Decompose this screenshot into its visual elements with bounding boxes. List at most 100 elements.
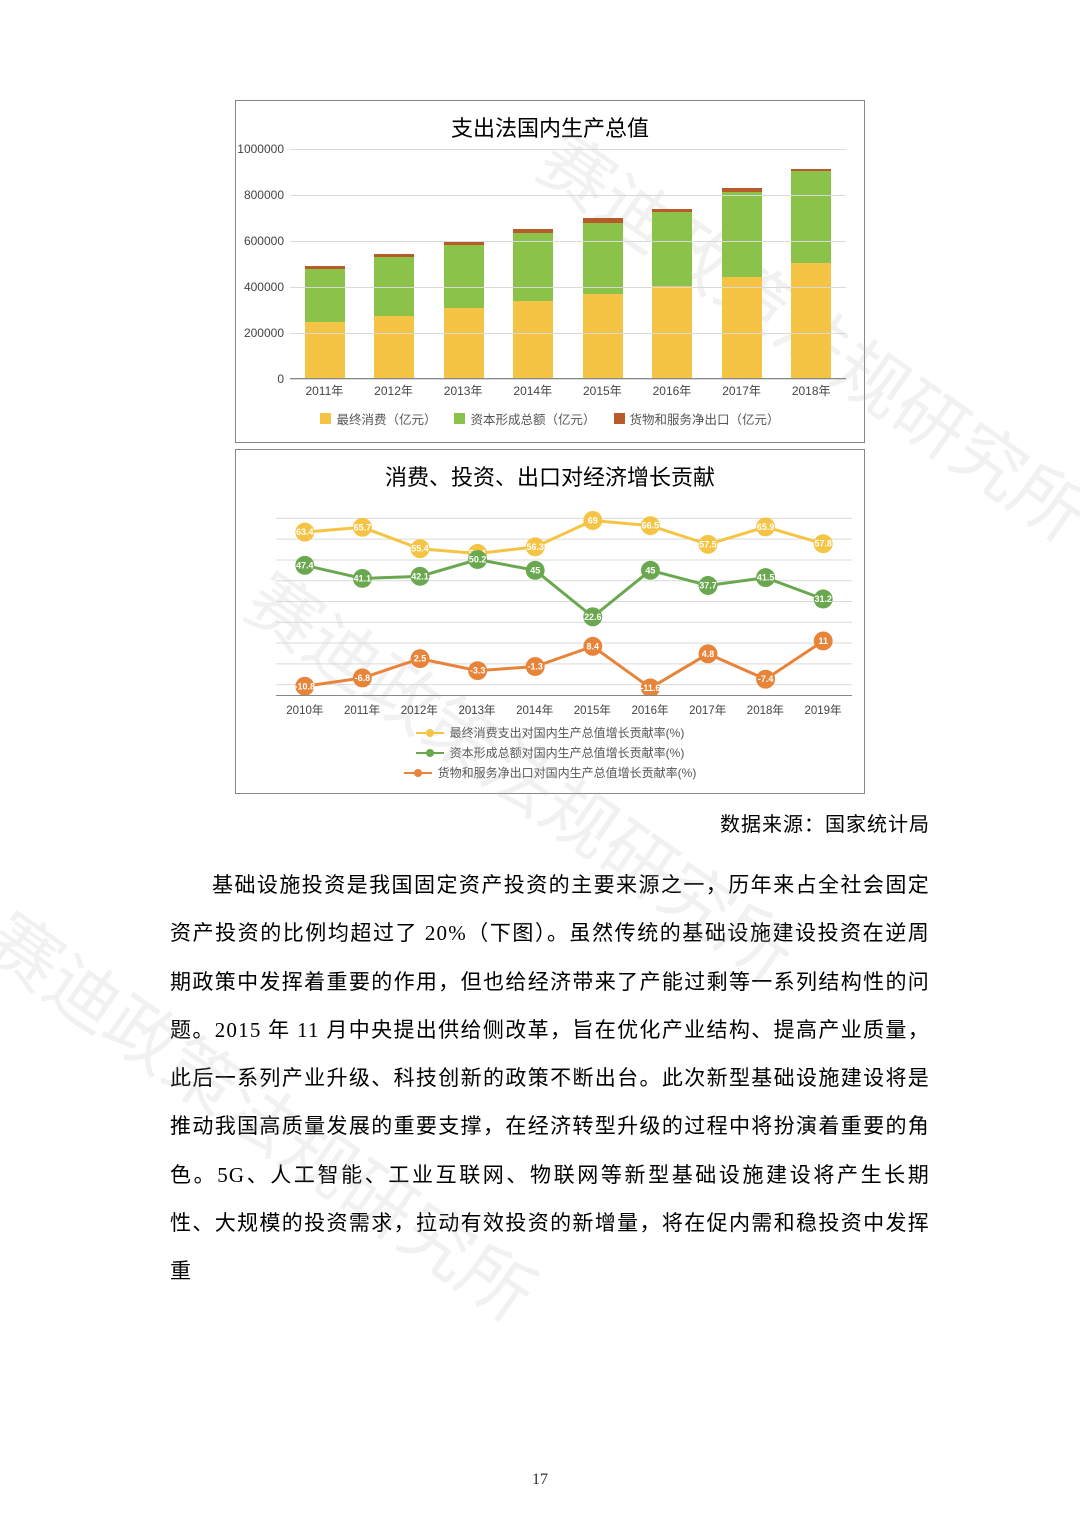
bar-segment	[444, 308, 484, 378]
svg-text:45: 45	[645, 565, 655, 575]
legend-item: 最终消费（亿元）	[320, 409, 436, 428]
legend-line-icon	[416, 752, 444, 754]
legend-item: 货物和服务净出口对国内生产总值增长贡献率(%)	[404, 764, 697, 781]
legend-item: 货物和服务净出口（亿元）	[614, 409, 780, 428]
bar-column	[374, 254, 414, 378]
bar-segment	[652, 286, 692, 378]
bar-column	[444, 241, 484, 378]
x-tick-label: 2011年	[305, 382, 343, 399]
x-tick-label: 2015年	[583, 382, 622, 399]
x-tick-label: 2012年	[401, 702, 438, 718]
legend-swatch	[454, 413, 465, 424]
svg-text:-11.6: -11.6	[640, 683, 660, 693]
bar-segment	[722, 277, 762, 378]
svg-text:50.2: 50.2	[469, 555, 486, 565]
bar-column	[791, 169, 831, 378]
x-tick-label: 2014年	[516, 702, 553, 718]
y-tick-label: 0	[277, 372, 284, 386]
bar-segment	[305, 269, 345, 322]
svg-text:-7.4: -7.4	[758, 674, 773, 684]
svg-text:-6.8: -6.8	[355, 673, 370, 683]
legend-label: 货物和服务净出口对国内生产总值增长贡献率(%)	[438, 764, 697, 781]
svg-text:57.8: 57.8	[814, 539, 831, 549]
svg-text:31.2: 31.2	[814, 594, 831, 604]
legend-item: 最终消费支出对国内生产总值增长贡献率(%)	[416, 724, 685, 741]
legend-label: 最终消费支出对国内生产总值增长贡献率(%)	[450, 724, 685, 741]
svg-text:37.7: 37.7	[699, 581, 716, 591]
svg-text:22.6: 22.6	[584, 612, 601, 622]
x-tick-label: 2017年	[722, 382, 761, 399]
x-tick-label: 2016年	[631, 702, 668, 718]
svg-text:4.8: 4.8	[702, 649, 714, 659]
svg-text:42.1: 42.1	[411, 571, 428, 581]
legend-item: 资本形成总额（亿元）	[454, 409, 595, 428]
svg-text:11: 11	[818, 636, 827, 646]
svg-text:66.5: 66.5	[642, 521, 659, 531]
bar-column	[583, 218, 623, 378]
x-tick-label: 2016年	[653, 382, 692, 399]
svg-text:56.3: 56.3	[526, 542, 543, 552]
x-tick-label: 2019年	[804, 702, 841, 718]
chart-title: 消费、投资、出口对经济增长贡献	[236, 450, 864, 498]
y-tick-label: 1000000	[237, 142, 284, 156]
gdp-bar-chart: 支出法国内生产总值 0 200000 400000 600000 800000 10000…	[235, 100, 865, 443]
y-tick-label: 800000	[244, 188, 284, 202]
body-paragraph: 基础设施投资是我国固定资产投资的主要来源之一，历年来占全社会固定资产投资的比例均…	[170, 861, 930, 1296]
y-tick-label: 600000	[244, 234, 284, 248]
contribution-line-chart: 消费、投资、出口对经济增长贡献 63.465.755.453.156.36966…	[235, 449, 865, 794]
x-tick-label: 2010年	[286, 702, 323, 718]
svg-text:-3.3: -3.3	[470, 666, 485, 676]
svg-text:55.4: 55.4	[411, 544, 428, 554]
data-source-label: 数据来源：国家统计局	[170, 808, 930, 837]
y-tick-label: 200000	[244, 326, 284, 340]
legend-label: 最终消费（亿元）	[336, 409, 436, 428]
svg-text:-10.8: -10.8	[295, 681, 315, 691]
legend-label: 资本形成总额（亿元）	[470, 409, 595, 428]
svg-text:8.4: 8.4	[587, 641, 599, 651]
x-tick-label: 2018年	[747, 702, 784, 718]
svg-text:47.4: 47.4	[296, 560, 313, 570]
x-tick-label: 2011年	[344, 702, 380, 718]
bar-segment	[374, 316, 414, 378]
legend-line-icon	[416, 732, 444, 734]
svg-text:41.1: 41.1	[354, 573, 371, 583]
legend-item: 资本形成总额对国内生产总值增长贡献率(%)	[416, 744, 685, 761]
bar-segment	[305, 322, 345, 378]
chart-title: 支出法国内生产总值	[236, 101, 864, 149]
legend-label: 货物和服务净出口（亿元）	[630, 409, 780, 428]
x-tick-label: 2013年	[444, 382, 483, 399]
bar-segment	[513, 233, 553, 301]
bar-segment	[791, 263, 831, 378]
page-number: 17	[0, 1471, 1080, 1489]
bar-column	[305, 266, 345, 378]
bar-segment	[513, 301, 553, 378]
legend-label: 资本形成总额对国内生产总值增长贡献率(%)	[450, 744, 685, 761]
x-tick-label: 2012年	[374, 382, 413, 399]
bar-column	[652, 209, 692, 378]
x-tick-label: 2018年	[792, 382, 831, 399]
bar-segment	[583, 294, 623, 378]
bar-segment	[652, 212, 692, 286]
bar-segment	[444, 245, 484, 308]
document-page: 赛迪政策法规研究所 赛迪政策法规研究所 赛迪政策法规研究所 支出法国内生产总值 …	[0, 0, 1080, 1356]
svg-text:69: 69	[588, 515, 598, 525]
legend-swatch	[614, 413, 625, 424]
svg-text:41.5: 41.5	[757, 573, 774, 583]
y-tick-label: 400000	[244, 280, 284, 294]
x-tick-label: 2013年	[458, 702, 495, 718]
bar-segment	[791, 171, 831, 263]
legend-swatch	[320, 413, 331, 424]
bar-segment	[722, 192, 762, 277]
bar-column	[513, 229, 553, 378]
svg-text:57.5: 57.5	[699, 539, 716, 549]
bar-segment	[583, 223, 623, 294]
svg-text:65.9: 65.9	[757, 522, 774, 532]
bar-column	[722, 188, 762, 378]
x-tick-label: 2014年	[513, 382, 552, 399]
svg-text:63.4: 63.4	[296, 527, 313, 537]
x-tick-label: 2017年	[689, 702, 726, 718]
svg-text:2.5: 2.5	[414, 654, 426, 664]
svg-text:65.7: 65.7	[354, 522, 371, 532]
svg-text:-1.3: -1.3	[527, 662, 542, 672]
x-tick-label: 2015年	[574, 702, 611, 718]
